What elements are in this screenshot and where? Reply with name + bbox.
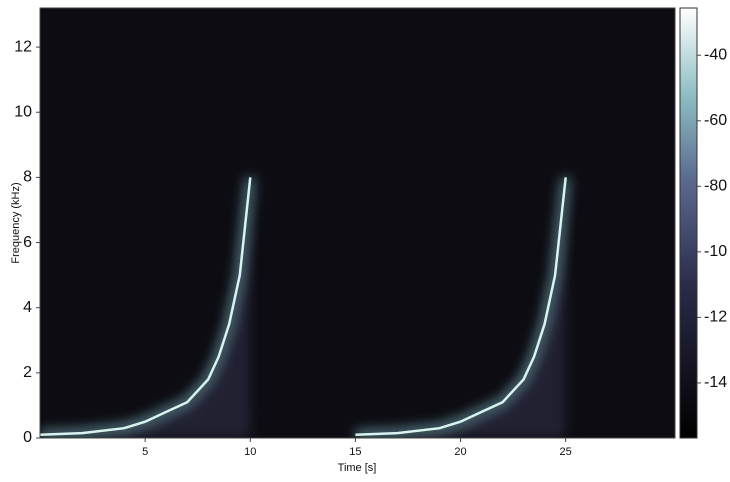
colorbar-tick-label: -80 <box>704 178 727 195</box>
y-axis-label: Frequency (kHz) <box>10 182 22 263</box>
x-tick-label: 10 <box>244 446 256 458</box>
y-tick-label: 2 <box>23 364 32 381</box>
y-tick-label: 10 <box>14 103 32 120</box>
colorbar-tick-label: -12 <box>704 309 727 326</box>
spectral-haze <box>355 177 566 438</box>
x-tick-label: 15 <box>349 446 361 458</box>
colorbar-tick-label: -14 <box>704 374 727 391</box>
y-tick-label: 6 <box>23 234 32 251</box>
plot-background <box>40 8 675 438</box>
colorbar-tick-label: -40 <box>704 46 727 63</box>
colorbar <box>679 7 698 439</box>
spectral-haze <box>40 177 251 438</box>
plot-area <box>40 176 571 438</box>
plot-frame <box>39 7 676 439</box>
y-tick-label: 4 <box>23 299 32 316</box>
x-axis-label: Time [s] <box>338 462 377 474</box>
colorbar-tick-label: -60 <box>704 112 727 129</box>
x-tick-label: 5 <box>142 446 148 458</box>
y-tick-label: 8 <box>23 169 32 186</box>
chirp-line <box>40 177 252 436</box>
x-tick-label: 25 <box>560 446 572 458</box>
x-tick-label: 20 <box>454 446 466 458</box>
chirp-line <box>355 177 567 436</box>
y-tick-label: 12 <box>14 38 32 55</box>
colorbar-tick-label: -10 <box>704 243 727 260</box>
y-tick-label: 0 <box>23 429 32 446</box>
